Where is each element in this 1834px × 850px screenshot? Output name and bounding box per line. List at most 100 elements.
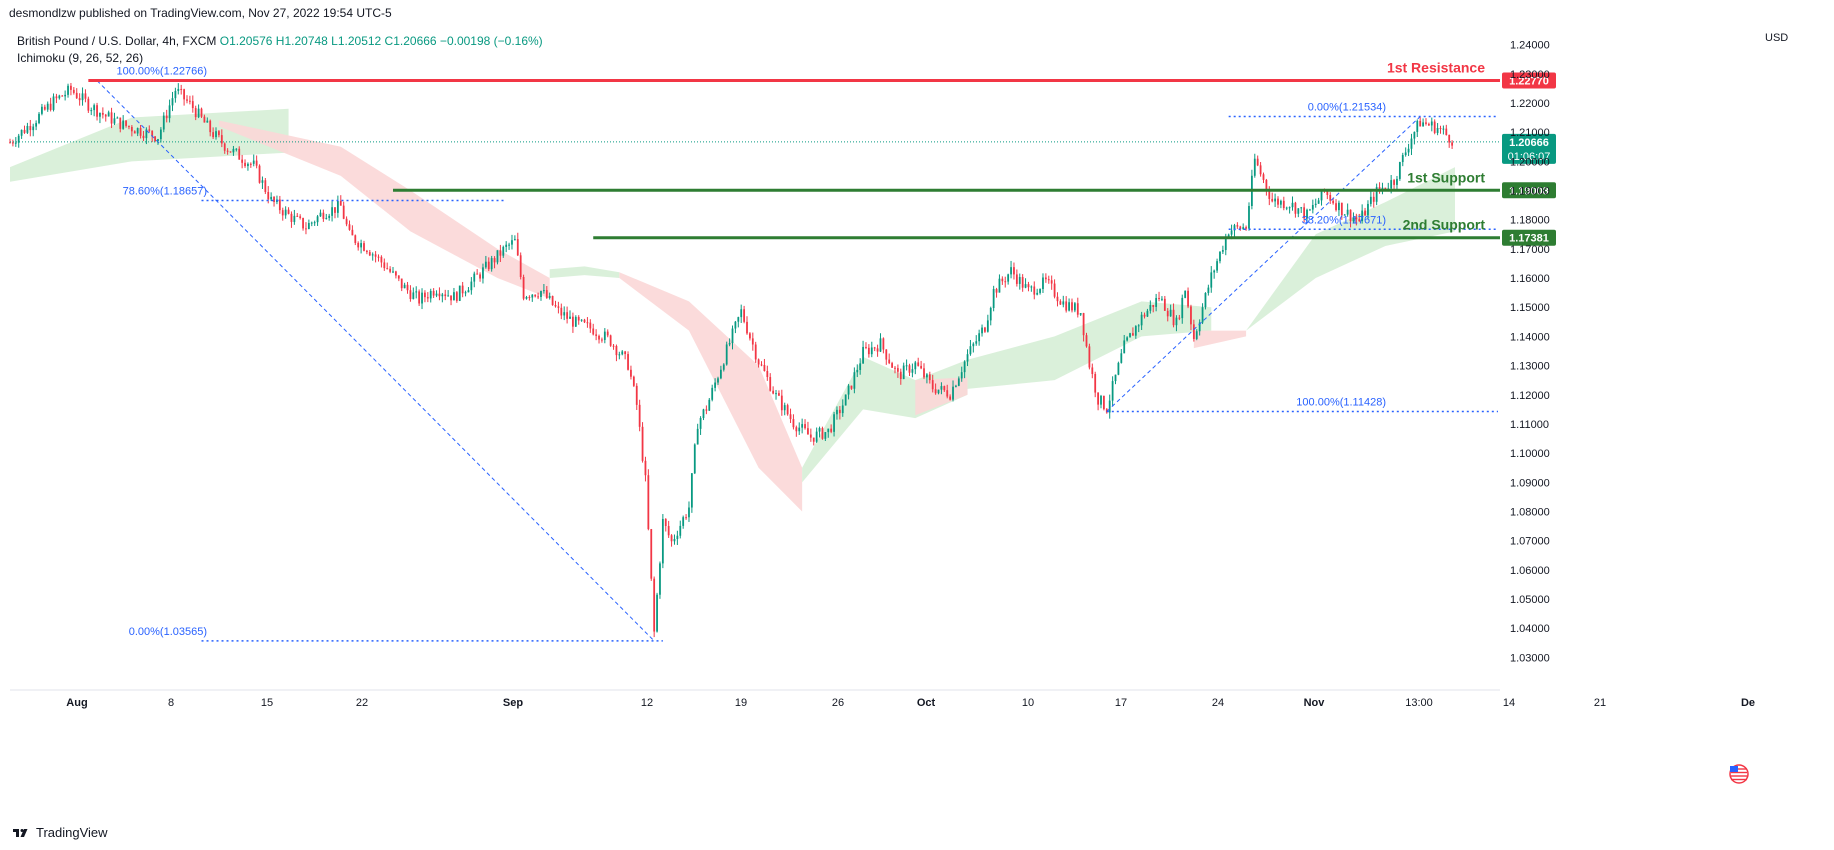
candle-body — [493, 258, 496, 263]
candle-body — [365, 250, 368, 253]
time-tick-label[interactable]: Aug — [66, 697, 87, 709]
candle-body — [1201, 307, 1204, 323]
candle-body — [908, 365, 911, 373]
candle-body — [1027, 284, 1030, 288]
candle-body — [1071, 302, 1073, 311]
price-tick-label[interactable]: 1.07000 — [1510, 536, 1550, 548]
candle-body — [1236, 225, 1239, 227]
time-tick-label[interactable]: 26 — [832, 697, 844, 709]
time-tick-label[interactable]: 8 — [168, 697, 174, 709]
time-tick-label[interactable]: 12 — [641, 697, 653, 709]
us-flag-icon[interactable] — [1729, 764, 1749, 784]
candle-body — [836, 409, 838, 415]
price-tick-label[interactable]: 1.08000 — [1510, 507, 1550, 519]
time-tick-label[interactable]: Nov — [1304, 697, 1326, 709]
time-tick-label[interactable]: 21 — [1594, 697, 1606, 709]
time-tick-label[interactable]: 24 — [1212, 697, 1224, 709]
candle — [403, 282, 406, 289]
candle — [502, 245, 505, 258]
price-tick-label[interactable]: 1.06000 — [1510, 565, 1550, 577]
fib-trendline-down[interactable] — [96, 80, 655, 642]
time-tick-label[interactable]: Sep — [503, 697, 523, 709]
candle-body — [1004, 281, 1007, 283]
candle-body — [516, 239, 519, 256]
tradingview-brand[interactable]: TradingView — [12, 825, 108, 840]
price-tick-label[interactable]: 1.21000 — [1510, 127, 1550, 139]
price-tick-label[interactable]: 1.18000 — [1510, 215, 1550, 227]
price-tick-label[interactable]: 1.16000 — [1510, 273, 1550, 285]
candle-body — [1036, 292, 1039, 295]
axes[interactable]: 1.24000 1.23000 1.22000 1.21000 1.20000 1.190… — [10, 40, 1755, 784]
candle — [1425, 118, 1427, 126]
price-tick-label[interactable]: 1.03000 — [1510, 652, 1550, 664]
candle-body — [676, 535, 679, 540]
candle — [1184, 290, 1187, 299]
symbol-legend[interactable]: British Pound / U.S. Dollar, 4h, FXCM O1… — [17, 33, 543, 50]
candle — [87, 96, 90, 113]
candle-body — [1335, 203, 1337, 211]
time-tick-label[interactable]: Oct — [917, 697, 936, 709]
price-tick-label[interactable]: 1.24000 — [1510, 40, 1550, 52]
price-tick-label[interactable]: 1.23000 — [1510, 69, 1550, 81]
level-name[interactable]: 1st Support — [1407, 169, 1485, 185]
level-name[interactable]: 2nd Support — [1403, 217, 1486, 233]
price-tick-label[interactable]: 1.14000 — [1510, 331, 1550, 343]
candle — [270, 192, 273, 202]
candle — [876, 344, 879, 357]
candle — [960, 366, 963, 382]
candle-body — [252, 160, 255, 164]
candle-body — [215, 131, 217, 138]
candle — [572, 312, 574, 333]
time-tick-label[interactable]: 17 — [1115, 697, 1127, 709]
time-tick-label[interactable]: 22 — [356, 697, 368, 709]
price-tick-label[interactable]: 1.20000 — [1510, 156, 1550, 168]
time-tick-label[interactable]: 13:00 — [1405, 697, 1433, 709]
price-tick-label[interactable]: 1.04000 — [1510, 623, 1550, 635]
price-tick-label[interactable]: 1.11000 — [1510, 419, 1549, 431]
fib-label: 38.20%(1.17671) — [1302, 214, 1386, 226]
candle — [583, 318, 586, 324]
candle — [1375, 183, 1378, 206]
candle — [447, 290, 450, 297]
time-tick-label[interactable]: 15 — [261, 697, 273, 709]
price-tick-label[interactable]: 1.12000 — [1510, 390, 1550, 402]
candle-body — [725, 344, 728, 365]
level-name[interactable]: 1st Resistance — [1387, 59, 1485, 75]
candle — [1338, 200, 1340, 217]
candle-body — [583, 319, 586, 323]
price-tick-label[interactable]: 1.22000 — [1510, 98, 1550, 110]
price-tag-support[interactable]: 1.17381 — [1502, 229, 1556, 246]
horizontal-levels[interactable]: 1st Resistance 1.22770 1st Support 1.19008 2… — [10, 59, 1556, 246]
candle — [406, 281, 409, 294]
candle — [125, 120, 127, 128]
price-tick-label[interactable]: 1.05000 — [1510, 594, 1550, 606]
price-tag-resistance[interactable]: 1.22770 — [1502, 72, 1556, 89]
candle — [1300, 206, 1303, 213]
price-tick-label[interactable]: 1.17000 — [1510, 244, 1550, 256]
candle — [293, 209, 296, 225]
price-tick-label[interactable]: 1.19000 — [1510, 186, 1550, 198]
candle-body — [1320, 189, 1323, 201]
candle-body — [145, 129, 148, 139]
price-tag-support[interactable]: 1.19008 — [1502, 182, 1556, 199]
time-tick-label[interactable]: 14 — [1503, 697, 1515, 709]
time-tick-label[interactable]: 19 — [735, 697, 747, 709]
price-tick-label[interactable]: 1.10000 — [1510, 448, 1550, 460]
candle-body — [316, 216, 319, 223]
publisher-line: desmondlzw published on TradingView.com,… — [9, 6, 392, 20]
candle — [316, 214, 319, 226]
candle-body — [1433, 121, 1436, 133]
indicator-legend[interactable]: Ichimoku (9, 26, 52, 26) — [17, 51, 144, 65]
current-price-tag[interactable]: 1.20666 01:06:07 — [1502, 133, 1556, 164]
price-tick-label[interactable]: 1.09000 — [1510, 477, 1550, 489]
candle-body — [737, 317, 740, 322]
candle — [627, 351, 629, 371]
candle — [235, 148, 238, 152]
time-tick-label[interactable]: 10 — [1022, 697, 1034, 709]
price-tick-label[interactable]: 1.13000 — [1510, 361, 1550, 373]
fib-trendline-up[interactable] — [1106, 116, 1421, 412]
price-tick-label[interactable]: 1.15000 — [1510, 302, 1550, 314]
candle — [725, 341, 728, 366]
time-tick-label[interactable]: De — [1741, 697, 1755, 709]
